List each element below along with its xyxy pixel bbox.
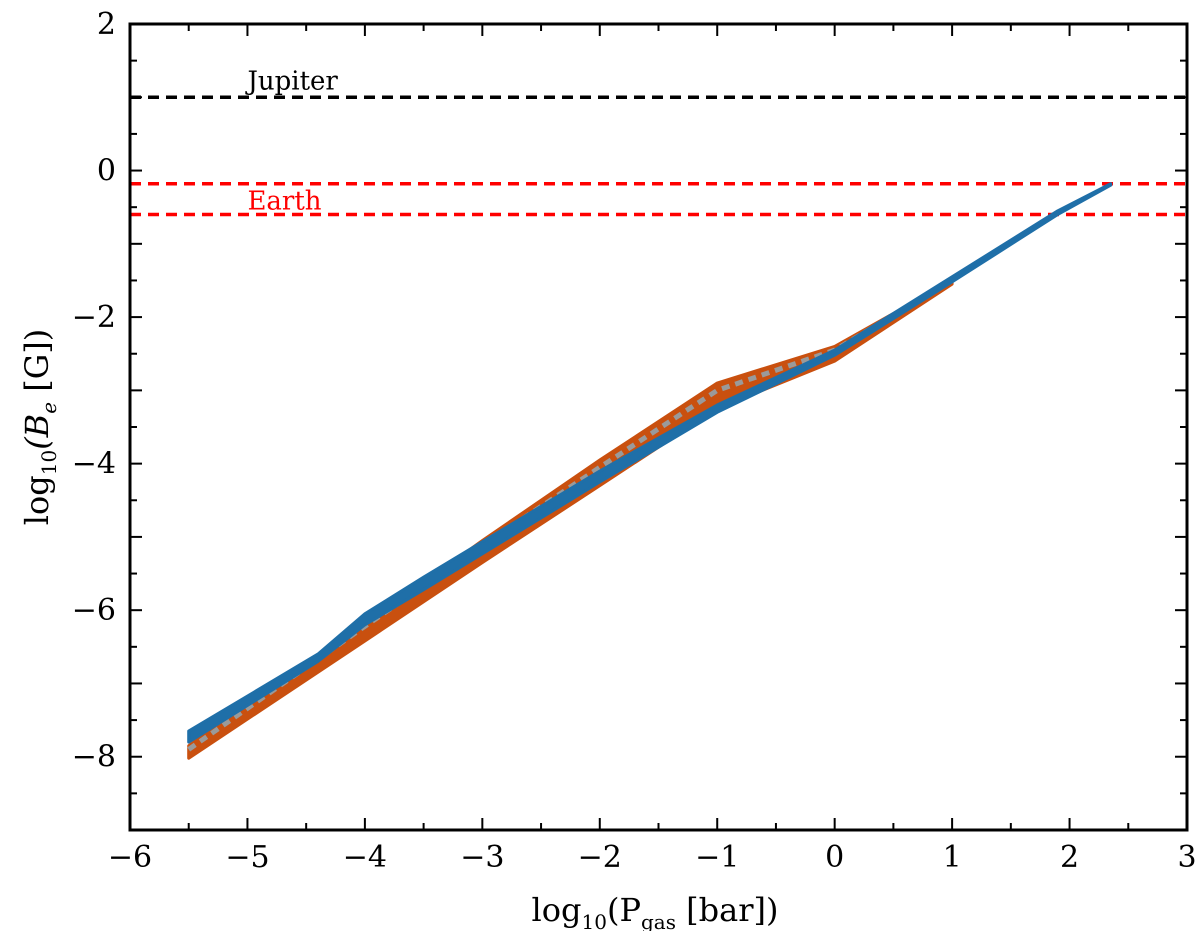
- reference-label-earth: Earth: [247, 187, 321, 217]
- x-axis-label: log10(Pgas [bar]): [532, 891, 779, 931]
- y-tick-label: −6: [72, 593, 116, 628]
- x-tick-label: 0: [825, 840, 844, 875]
- x-tick-label: −5: [225, 840, 269, 875]
- x-tick-label: −1: [695, 840, 739, 875]
- y-tick-label: −2: [72, 300, 116, 335]
- x-tick-label: 1: [943, 840, 962, 875]
- y-tick-label: 2: [97, 7, 116, 42]
- y-axis-label: log10(Be [G]): [18, 329, 61, 525]
- y-tick-label: −4: [72, 447, 116, 482]
- x-tick-label: −3: [460, 840, 504, 875]
- x-tick-label: −2: [578, 840, 622, 875]
- x-tick-label: 3: [1177, 840, 1196, 875]
- x-tick-label: −6: [108, 840, 152, 875]
- reference-label-jupiter: Jupiter: [244, 66, 338, 96]
- plot-area: Jupiter Earth: [130, 66, 1187, 760]
- plot-frame: [128, 22, 1189, 832]
- y-tick-label: 0: [97, 154, 116, 189]
- x-tick-label: −4: [343, 840, 387, 875]
- axis-ticks: −6 −5 −4 −3 −2 −1 0 1 2 3 −8 −6 −4 −2 0 2: [72, 7, 1197, 875]
- series-band-2: [187, 182, 1113, 744]
- y-tick-label: −8: [72, 740, 116, 775]
- x-tick-label: 2: [1060, 840, 1079, 875]
